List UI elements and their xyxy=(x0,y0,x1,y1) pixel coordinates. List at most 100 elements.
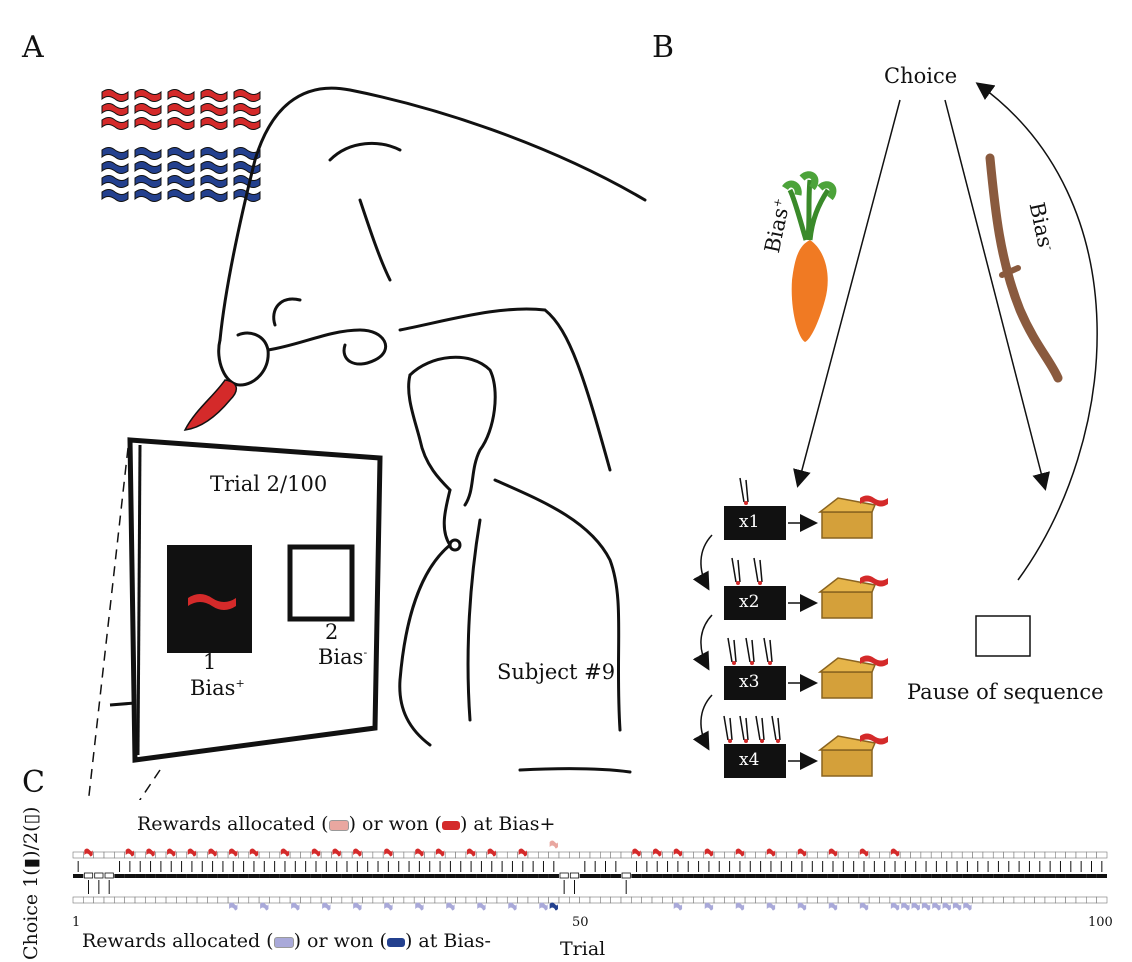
bias-plus-cell xyxy=(662,851,674,859)
choice-cell-1 xyxy=(383,874,394,878)
bias-plus-won-flag xyxy=(704,848,714,857)
bias-minus-cell xyxy=(382,896,394,904)
choice-cell-1 xyxy=(982,874,994,878)
bias-minus-allocated-flag xyxy=(735,902,745,911)
bias-minus-cell xyxy=(868,896,880,904)
bias-plus-cell xyxy=(217,851,229,859)
bias-minus-cell xyxy=(631,896,642,904)
bias-minus-cell xyxy=(238,896,250,904)
treasure-chest-icon-4 xyxy=(817,733,888,777)
bias-minus-cell xyxy=(434,896,446,904)
multiplier-box-2 xyxy=(724,586,786,620)
choice-cell-1 xyxy=(848,874,859,878)
bias-minus-cell xyxy=(527,896,539,904)
bias-minus-cell xyxy=(899,896,911,904)
choice-cell-1 xyxy=(724,874,735,878)
bias-plus-cell xyxy=(620,851,632,859)
bias-minus-cell xyxy=(341,896,353,904)
panel-letter-a: A xyxy=(22,30,44,65)
bias-minus-won-flag xyxy=(549,902,558,911)
choice-cell-1 xyxy=(228,874,239,878)
choice-cell-1 xyxy=(352,874,363,878)
bias-minus-cell xyxy=(496,896,508,904)
bias-minus-cell xyxy=(300,896,312,904)
choice-cell-1 xyxy=(858,874,870,878)
bias-plus-cell xyxy=(682,851,694,859)
bias-plus-won-flag xyxy=(487,848,496,857)
choice-cell-1 xyxy=(300,874,311,878)
treasure-chest-icon-2 xyxy=(817,575,888,619)
panel-letter-c: C xyxy=(22,765,45,800)
treasure-chest-icon-1 xyxy=(817,495,888,539)
bias-plus-cell xyxy=(972,851,984,859)
bias-plus-cell xyxy=(930,851,942,859)
bias-plus-cell xyxy=(724,851,736,859)
multiplier-label-3: x3 xyxy=(739,672,760,692)
bias-minus-allocated-flag xyxy=(921,902,931,911)
choice-cell-1 xyxy=(796,874,808,878)
bias-plus-cell xyxy=(475,851,487,859)
choice-cell-1 xyxy=(176,874,187,878)
hand-drawing-icon xyxy=(217,86,647,472)
choice-cell-1 xyxy=(238,874,249,878)
bias-minus-allocated-flag xyxy=(932,902,941,911)
bias-plus-cell xyxy=(558,851,570,859)
bias-minus-cell xyxy=(682,896,694,904)
bias-minus-cell xyxy=(227,896,239,904)
bias-plus-cell xyxy=(362,851,374,859)
bias-minus-allocated-flag xyxy=(952,902,962,911)
bias-minus-cell xyxy=(331,896,343,904)
bias-minus-cell xyxy=(455,896,467,904)
bias-plus-cell xyxy=(496,851,508,859)
multiplier-label-4: x4 xyxy=(739,750,760,770)
bias-plus-cell xyxy=(755,851,767,859)
bias-minus-cell xyxy=(351,896,363,904)
bias-plus-won-flag xyxy=(828,848,838,857)
bias-minus-cell xyxy=(207,896,219,904)
bias-minus-allocated-flag xyxy=(704,902,714,911)
bias-plus-cell xyxy=(641,851,653,859)
bias-plus-cell xyxy=(961,851,973,859)
choice-cell-1 xyxy=(517,874,528,878)
choice-cell-1 xyxy=(290,874,301,878)
choice-cell-1 xyxy=(445,874,456,878)
bias-minus-cell xyxy=(196,896,208,904)
bias-plus-won-flag xyxy=(353,848,362,857)
bias-minus-cell xyxy=(569,896,580,904)
choice-cell-1 xyxy=(755,874,766,878)
bias-minus-cell xyxy=(961,896,973,904)
option-2-box xyxy=(287,544,355,622)
bias-minus-cell xyxy=(1013,896,1025,904)
choice-cell-1 xyxy=(931,874,942,878)
bias-plus-cell xyxy=(1096,851,1108,859)
choice-cell-2 xyxy=(569,872,580,879)
pause-box xyxy=(975,615,1031,657)
top-rewards-legend: Rewards allocated () or won () at Bias+ xyxy=(137,813,556,835)
bias-minus-cell xyxy=(145,896,157,904)
bias-minus-cell xyxy=(765,896,777,904)
bias-minus-cell xyxy=(744,896,756,904)
choice-cell-1 xyxy=(714,874,725,878)
bias-plus-cell xyxy=(537,851,549,859)
bias-minus-cell xyxy=(155,896,167,904)
choice-cell-1 xyxy=(776,874,787,878)
bias-plus-won-flag xyxy=(167,848,176,857)
bias-minus-cell xyxy=(248,896,260,904)
treasure-chest-icon-3 xyxy=(817,655,888,699)
bias-minus-cell xyxy=(848,896,860,904)
bias-plus-cell xyxy=(1013,851,1025,859)
arrow-pause-to-choice xyxy=(975,82,1098,581)
choice-cell-2 xyxy=(94,872,104,879)
choice-cell-1 xyxy=(765,874,777,878)
tap-hand-icons xyxy=(723,477,781,743)
choice-cell-1 xyxy=(476,874,487,878)
choice-cell-2 xyxy=(621,872,631,879)
bias-plus-cell xyxy=(920,851,932,859)
bias-plus-cell xyxy=(848,851,860,859)
bias-minus-cell xyxy=(693,896,705,904)
choice-cell-1 xyxy=(496,874,508,878)
bias-plus-allocated-flag xyxy=(549,840,558,849)
choice-cell-1 xyxy=(652,874,663,878)
bias-plus-won-flag xyxy=(415,848,424,857)
bias-minus-cell xyxy=(444,896,456,904)
